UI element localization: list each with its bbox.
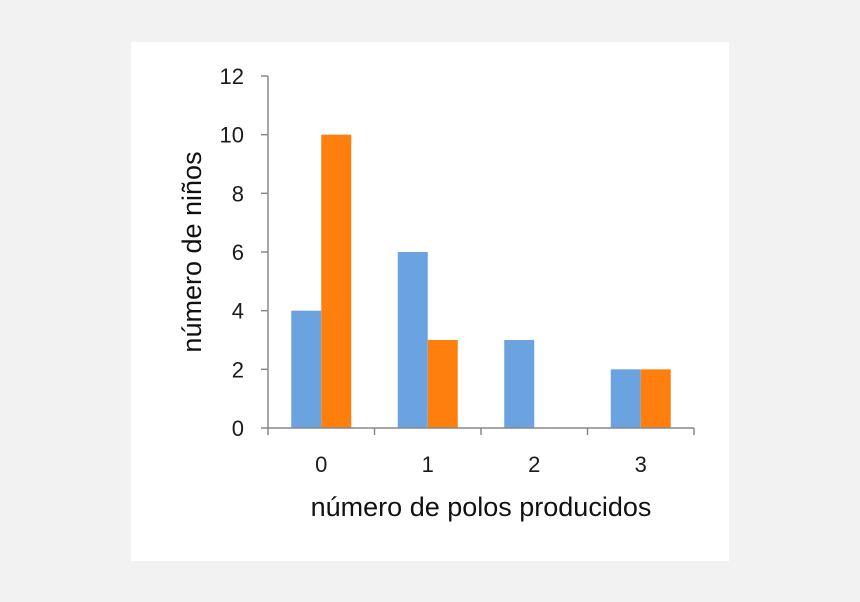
x-tick-label-3: 3 bbox=[635, 452, 647, 477]
y-axis-title: número de niños bbox=[177, 151, 207, 352]
y-tick-label-4: 4 bbox=[232, 299, 244, 324]
y-tick-label-10: 10 bbox=[220, 123, 244, 148]
x-tick-label-0: 0 bbox=[315, 452, 327, 477]
bar-series2-cat3 bbox=[640, 369, 671, 428]
y-tick-label-12: 12 bbox=[220, 64, 244, 89]
y-tick-label-0: 0 bbox=[232, 416, 244, 441]
bar-series1-cat0 bbox=[291, 310, 322, 428]
x-tick-label-1: 1 bbox=[422, 452, 434, 477]
bar-series2-cat1 bbox=[427, 340, 458, 428]
bar-series2-cat0 bbox=[321, 134, 352, 428]
y-tick-label-8: 8 bbox=[232, 181, 244, 206]
y-tick-label-2: 2 bbox=[232, 357, 244, 382]
bar-series1-cat1 bbox=[397, 252, 428, 428]
bar-series1-cat2 bbox=[504, 340, 535, 428]
x-tick-label-2: 2 bbox=[528, 452, 540, 477]
bars-layer bbox=[291, 134, 671, 428]
x-axis-title: número de polos producidos bbox=[311, 492, 652, 522]
bar-series1-cat3 bbox=[610, 369, 641, 428]
chart-card bbox=[131, 42, 729, 561]
y-tick-label-6: 6 bbox=[232, 240, 244, 265]
